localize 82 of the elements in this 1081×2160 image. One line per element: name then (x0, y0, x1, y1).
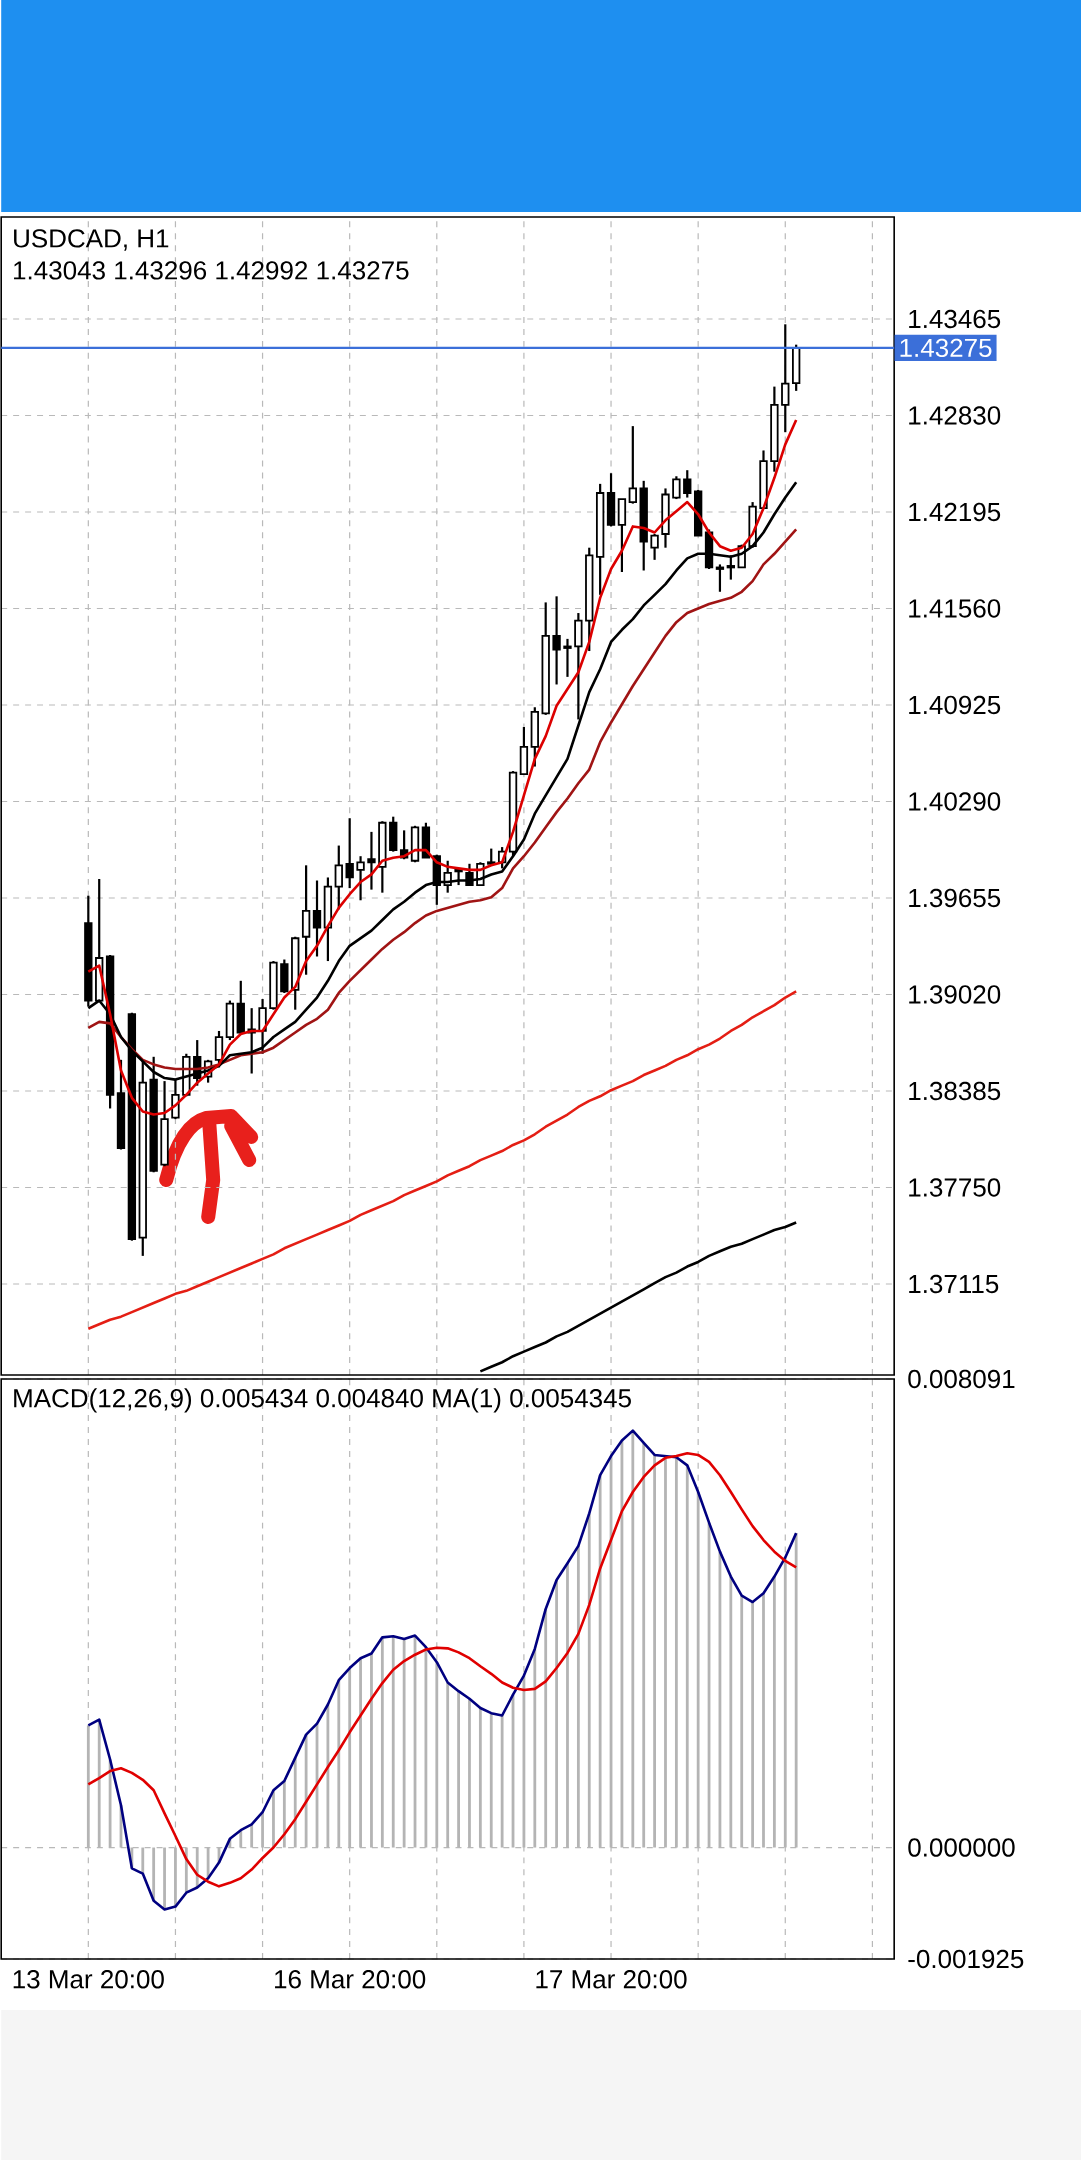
chart-title: MACD(12,26,9) 0.005434 0.004840 MA(1) 0.0054345 (14, 1388, 631, 1413)
bar (631, 1430, 635, 1848)
ref-line-label: 1.43275 (900, 338, 992, 358)
bar (642, 1442, 646, 1848)
candlestick (367, 830, 376, 891)
x-tick-label: 17 Mar 20:00 (536, 1970, 687, 1989)
candlestick (552, 595, 561, 686)
bar (533, 1648, 537, 1848)
bar (152, 1847, 155, 1901)
bar (435, 1662, 439, 1848)
bar (173, 1847, 177, 1907)
bar (271, 1790, 275, 1848)
bar (141, 1847, 145, 1874)
y-tick-label: 1.37115 (909, 1274, 999, 1294)
bar (653, 1454, 656, 1848)
bar (348, 1668, 351, 1848)
bar (555, 1580, 558, 1848)
bar (500, 1715, 504, 1848)
y-tick-label: 0.000000 (908, 1838, 1015, 1857)
bar (794, 1533, 798, 1848)
candlestick (715, 563, 725, 593)
bar (402, 1639, 406, 1848)
bar (762, 1593, 765, 1848)
y-tick-label: 1.40290 (909, 792, 1001, 811)
y-tick-label: 1.43465 (909, 309, 1001, 329)
bar (369, 1653, 373, 1848)
y-tick-label: 0.008091 (908, 1369, 1015, 1389)
y-tick-label: 1.39020 (909, 985, 1001, 1004)
y-tick-label: 1.38385 (909, 1081, 1001, 1101)
candlestick (781, 323, 790, 434)
y-tick-label: 1.37750 (909, 1178, 1001, 1197)
x-tick-label: 16 Mar 20:00 (274, 1970, 426, 1989)
bar (489, 1713, 493, 1848)
bar (206, 1847, 210, 1879)
y-tick-label: 1.42195 (909, 502, 1001, 522)
bar (446, 1682, 449, 1848)
bar (467, 1698, 471, 1848)
bar (337, 1680, 341, 1848)
y-tick-label: 1.40925 (909, 695, 1001, 715)
bar (772, 1576, 776, 1848)
chart-title: USDCAD, H1 (13, 229, 169, 251)
bar (696, 1491, 700, 1848)
candlestick (345, 817, 354, 890)
bar (261, 1812, 264, 1848)
bar (663, 1456, 667, 1848)
candlestick (683, 469, 692, 499)
bar (729, 1576, 733, 1848)
bar (740, 1595, 744, 1848)
bar (576, 1545, 580, 1848)
bar (783, 1557, 787, 1848)
bar (544, 1608, 547, 1848)
bar (326, 1704, 330, 1848)
bar (293, 1757, 297, 1848)
candlestick (563, 637, 572, 678)
bar (598, 1475, 602, 1848)
bar (359, 1658, 362, 1848)
bar (250, 1824, 253, 1848)
candlestick (672, 475, 681, 501)
bar (282, 1780, 286, 1848)
bar (587, 1513, 591, 1848)
bar (674, 1457, 678, 1848)
bar (163, 1847, 166, 1910)
candlestick (650, 532, 659, 561)
text: 1.43043 1.43296 1.42992 1.43275 (13, 261, 409, 280)
bar (478, 1707, 482, 1848)
candlestick (312, 879, 322, 958)
y-tick-label: -0.001925 (908, 1949, 1024, 1969)
y-tick-label: 1.42830 (909, 406, 1001, 425)
y-tick-label: 1.41560 (909, 599, 1001, 618)
x-tick-label: 13 Mar 20:00 (13, 1970, 164, 1989)
bar (380, 1637, 384, 1848)
bar (457, 1691, 460, 1848)
bar (391, 1636, 395, 1848)
bar (304, 1734, 308, 1848)
bar (97, 1719, 101, 1848)
bar (565, 1563, 569, 1848)
bar (685, 1465, 689, 1848)
candlestick (628, 425, 637, 505)
candlestick (258, 997, 267, 1055)
bar (751, 1602, 754, 1848)
candlestick (356, 855, 365, 902)
y-tick-label: 1.39655 (909, 888, 1001, 908)
